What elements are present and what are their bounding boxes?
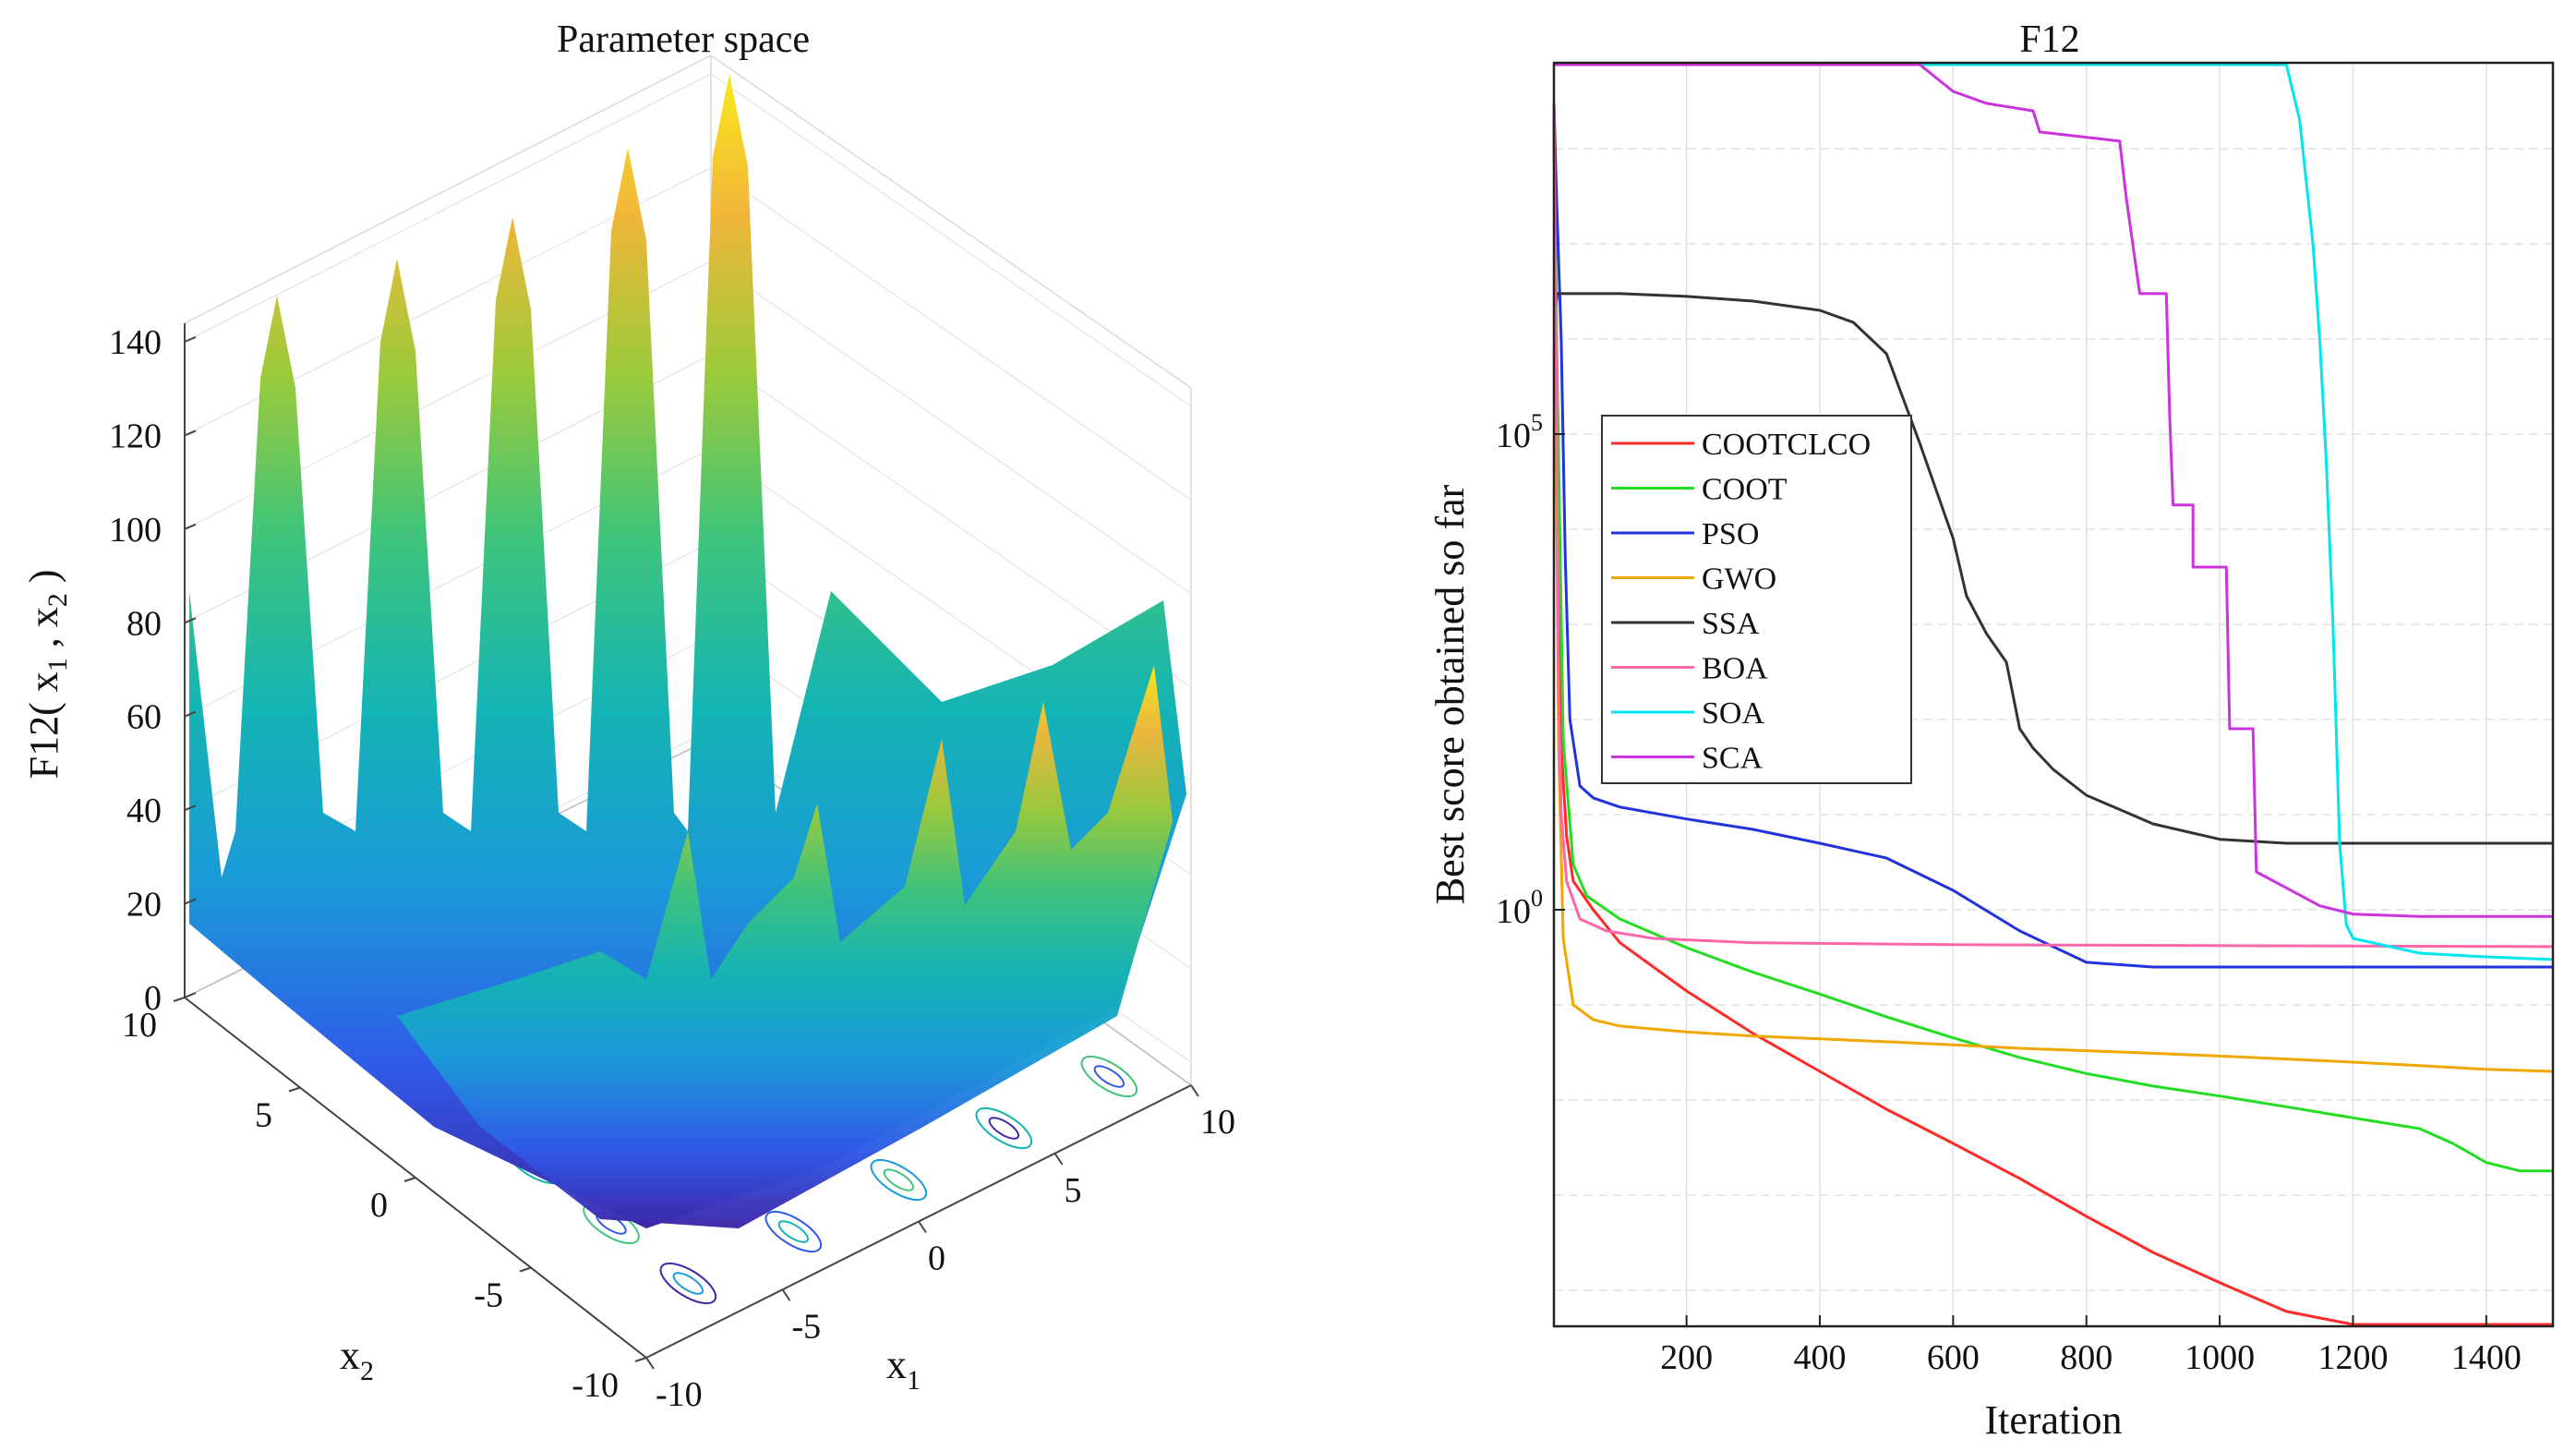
x-tick-label: 200 [1660, 1338, 1713, 1377]
contour-ring [777, 1220, 810, 1243]
series-group [1552, 63, 2554, 1326]
contour-ring [764, 1210, 823, 1253]
x1-tick-label: 0 [928, 1239, 945, 1278]
x2-tick-mark [288, 1086, 301, 1093]
z-tick-mark [184, 336, 197, 343]
x2-tick-mark [173, 997, 186, 1002]
z-tick-label: 20 [126, 886, 162, 925]
x2-tick-mark [519, 1266, 532, 1273]
x2-tick-label: 5 [255, 1096, 272, 1135]
z-axis-label: F12( x1 , x2 ) [21, 570, 73, 780]
legend: COOTCLCO COOT PSO GWO SSA BOA SOA SCA [1601, 415, 1912, 784]
legend-label-sca: SCA [1702, 742, 1763, 776]
legend-label-gwo: GWO [1702, 562, 1776, 597]
surface-title: Parameter space [557, 18, 810, 61]
z-tick-mark [184, 992, 197, 998]
x2-tick-label: 10 [122, 1006, 157, 1045]
legend-label-ssa: SSA [1702, 607, 1760, 641]
surface-front-sheet [397, 665, 1173, 1228]
y-axis-ticks: 105 100 [1496, 409, 1565, 931]
y-tick-label: 100 [1496, 885, 1543, 931]
x2-axis-ticks: 10 5 0 -5 -10 [122, 997, 647, 1405]
z-tick-mark [184, 898, 197, 905]
x2-tick-label: 0 [370, 1186, 388, 1225]
z-gridline [184, 73, 712, 343]
x-tick-label: 800 [2060, 1338, 2113, 1377]
series-line-ssa [1552, 103, 2553, 845]
x1-tick-label: 5 [1065, 1171, 1082, 1210]
z-gridline [710, 260, 1192, 595]
contour-ring [672, 1272, 704, 1295]
x1-axis-label: x1 [886, 1342, 921, 1396]
z-tick-mark [184, 523, 197, 530]
z-tick-mark [184, 710, 197, 718]
x-tick-label: 400 [1794, 1338, 1847, 1377]
x-tick-label: 1400 [2451, 1338, 2522, 1377]
x1-tick-label: -5 [792, 1307, 822, 1346]
z-gridline [710, 166, 1192, 501]
x1-tick-mark [1053, 1153, 1064, 1166]
x-tick-label: 600 [1927, 1338, 1980, 1377]
legend-label-pso: PSO [1702, 517, 1759, 551]
legend-box [1601, 415, 1912, 784]
x2-tick-label: -10 [572, 1366, 619, 1405]
contour-ring [1080, 1055, 1138, 1098]
z-tick-label: 40 [126, 792, 162, 830]
legend-label-coot: COOT [1702, 473, 1788, 507]
line-panel: F12 200 400 600 800 1000 1200 1400 105 100 Iter… [1427, 18, 2555, 1443]
x-axis-ticks: 200 400 600 800 1000 1200 1400 [1660, 1315, 2522, 1377]
x1-tick-mark [645, 1357, 655, 1370]
x1-tick-mark [918, 1220, 927, 1234]
series-line-soa [1554, 63, 2554, 961]
series-line-cootclco [1552, 103, 2553, 1326]
x2-tick-mark [634, 1357, 647, 1362]
z-tick-label: 100 [109, 511, 162, 550]
contour-ring [883, 1168, 915, 1191]
z-tick-mark [184, 617, 197, 624]
y-tick-label: 105 [1496, 409, 1543, 455]
contour-ring [659, 1262, 717, 1305]
x2-axis-label: x2 [340, 1333, 374, 1386]
x1-tick-label: 10 [1200, 1103, 1235, 1142]
z-gridline [710, 73, 1192, 407]
z-tick-label: 140 [109, 323, 162, 362]
legend-label-soa: SOA [1702, 696, 1764, 731]
z-tick-mark [184, 804, 197, 812]
plot-frame [1552, 61, 2555, 1328]
x1-tick-label: -10 [656, 1375, 703, 1414]
line-title: F12 [2019, 18, 2079, 61]
x1-tick-mark [1190, 1084, 1199, 1097]
z-tick-mark [184, 429, 197, 437]
x-tick-label: 1000 [2185, 1338, 2255, 1377]
x2-tick-mark [403, 1177, 416, 1182]
series-line-sca [1554, 63, 2553, 918]
z-tick-label: 80 [126, 604, 162, 643]
z-axis-ticks: 0 20 40 60 80 100 120 140 [109, 323, 197, 1018]
legend-label-cootclco: COOTCLCO [1702, 428, 1871, 462]
contour-ring [870, 1158, 928, 1202]
contour-ring [1093, 1065, 1125, 1088]
series-line-pso [1552, 103, 2553, 969]
z-tick-label: 60 [126, 698, 162, 737]
contour-ring [988, 1117, 1020, 1140]
series-line-gwo [1552, 103, 2554, 1073]
x-axis-label: Iteration [1984, 1397, 2122, 1443]
legend-label-boa: BOA [1702, 652, 1768, 686]
x2-tick-label: -5 [474, 1276, 503, 1315]
x-tick-label: 1200 [2317, 1338, 2388, 1377]
y-axis-label: Best score obtained so far [1427, 484, 1473, 904]
contour-ring [975, 1106, 1033, 1150]
x1-tick-mark [781, 1288, 791, 1301]
z-tick-label: 120 [109, 417, 162, 455]
x1-axis-ticks: -10 -5 0 5 10 [645, 1084, 1235, 1414]
z-tick-label: 0 [144, 979, 162, 1018]
series-line-boa [1552, 103, 2554, 949]
